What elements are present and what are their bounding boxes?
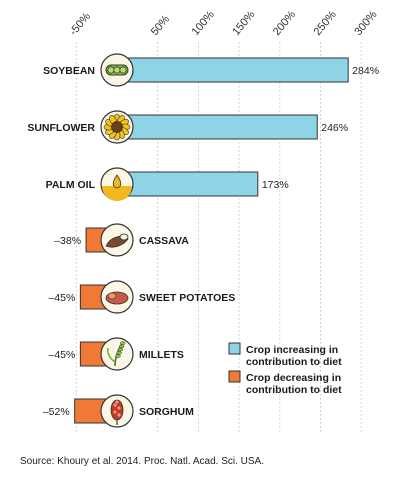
millet-grain	[117, 347, 124, 352]
sunflower-icon	[103, 113, 131, 141]
labels: SOYBEAN 284% SUNFLOWER 246% PALM OIL 173% CASS…	[27, 65, 379, 418]
sweet-potato-cut	[107, 292, 117, 300]
crop-icon	[100, 223, 134, 257]
sweet-potato-icon	[105, 291, 129, 305]
crop-label: SWEET POTATOES	[139, 292, 235, 304]
crop-label: CASSAVA	[139, 235, 189, 247]
soybean-seed	[107, 66, 115, 74]
crop-label: MILLETS	[139, 349, 184, 361]
value-label: –38%	[54, 235, 81, 247]
value-label: –52%	[43, 406, 70, 418]
millet-leaf	[107, 347, 116, 363]
x-tick-label: 300%	[352, 8, 379, 37]
source-note: Source: Khoury et al. 2014. Proc. Natl. …	[20, 456, 264, 467]
soybean-seed	[113, 66, 121, 74]
legend-label: Crop decreasing in	[246, 372, 341, 384]
crop-icon	[100, 110, 134, 144]
sorghum-grain	[117, 406, 121, 410]
millet-grain	[115, 354, 121, 358]
sunflower-center	[111, 121, 123, 133]
sorghum-icon	[110, 399, 124, 425]
millet-grain	[116, 351, 122, 355]
value-label: –45%	[49, 292, 76, 304]
oil-drop	[112, 174, 122, 189]
cassava-icon	[105, 233, 129, 248]
gridlines	[75, 42, 362, 432]
value-label: 246%	[321, 122, 348, 134]
legend-swatch	[228, 342, 241, 355]
x-tick-label: 250%	[312, 8, 339, 37]
millet-grain	[118, 344, 125, 349]
soybean-seed	[119, 66, 127, 74]
sorghum-grain	[117, 413, 121, 417]
crop-label: SUNFLOWER	[27, 122, 95, 134]
soybean-icon	[105, 64, 129, 76]
oil-pool	[102, 186, 132, 201]
millet-grain	[120, 341, 126, 345]
bar	[116, 57, 349, 83]
x-tick-label: 150%	[230, 8, 257, 37]
legend-label: contribution to diet	[246, 384, 342, 396]
legend-label: contribution to diet	[246, 356, 342, 368]
x-tick-label: 200%	[271, 8, 298, 37]
bar	[116, 114, 318, 140]
sorghum-grain	[113, 403, 117, 407]
crop-icon	[100, 53, 134, 87]
value-label: –45%	[49, 349, 76, 361]
cassava-flesh	[119, 233, 129, 241]
crop-label: SORGHUM	[139, 406, 194, 418]
bar	[116, 171, 259, 197]
x-tick-label: 50%	[149, 13, 172, 38]
crop-icon	[100, 167, 134, 201]
legend-swatch	[228, 370, 241, 383]
millet-icon	[107, 341, 126, 367]
crop-label: PALM OIL	[46, 179, 96, 191]
x-tick-labels: -50% 50% 100% 150% 200% 250% 300%	[67, 8, 379, 37]
value-label: 284%	[352, 65, 379, 77]
crop-label: SOYBEAN	[43, 65, 95, 77]
crop-icon	[100, 280, 134, 314]
value-label: 173%	[262, 179, 289, 191]
legend-label: Crop increasing in	[246, 344, 338, 356]
sorghum-grain	[113, 410, 117, 414]
crop-icon	[100, 394, 134, 428]
palm-oil-drop-icon	[102, 174, 132, 201]
crop-icon	[100, 337, 134, 371]
crop-icons	[100, 53, 134, 428]
x-tick-label: 100%	[190, 8, 217, 37]
x-tick-label: -50%	[67, 10, 93, 38]
sorghum-grain	[115, 400, 119, 404]
